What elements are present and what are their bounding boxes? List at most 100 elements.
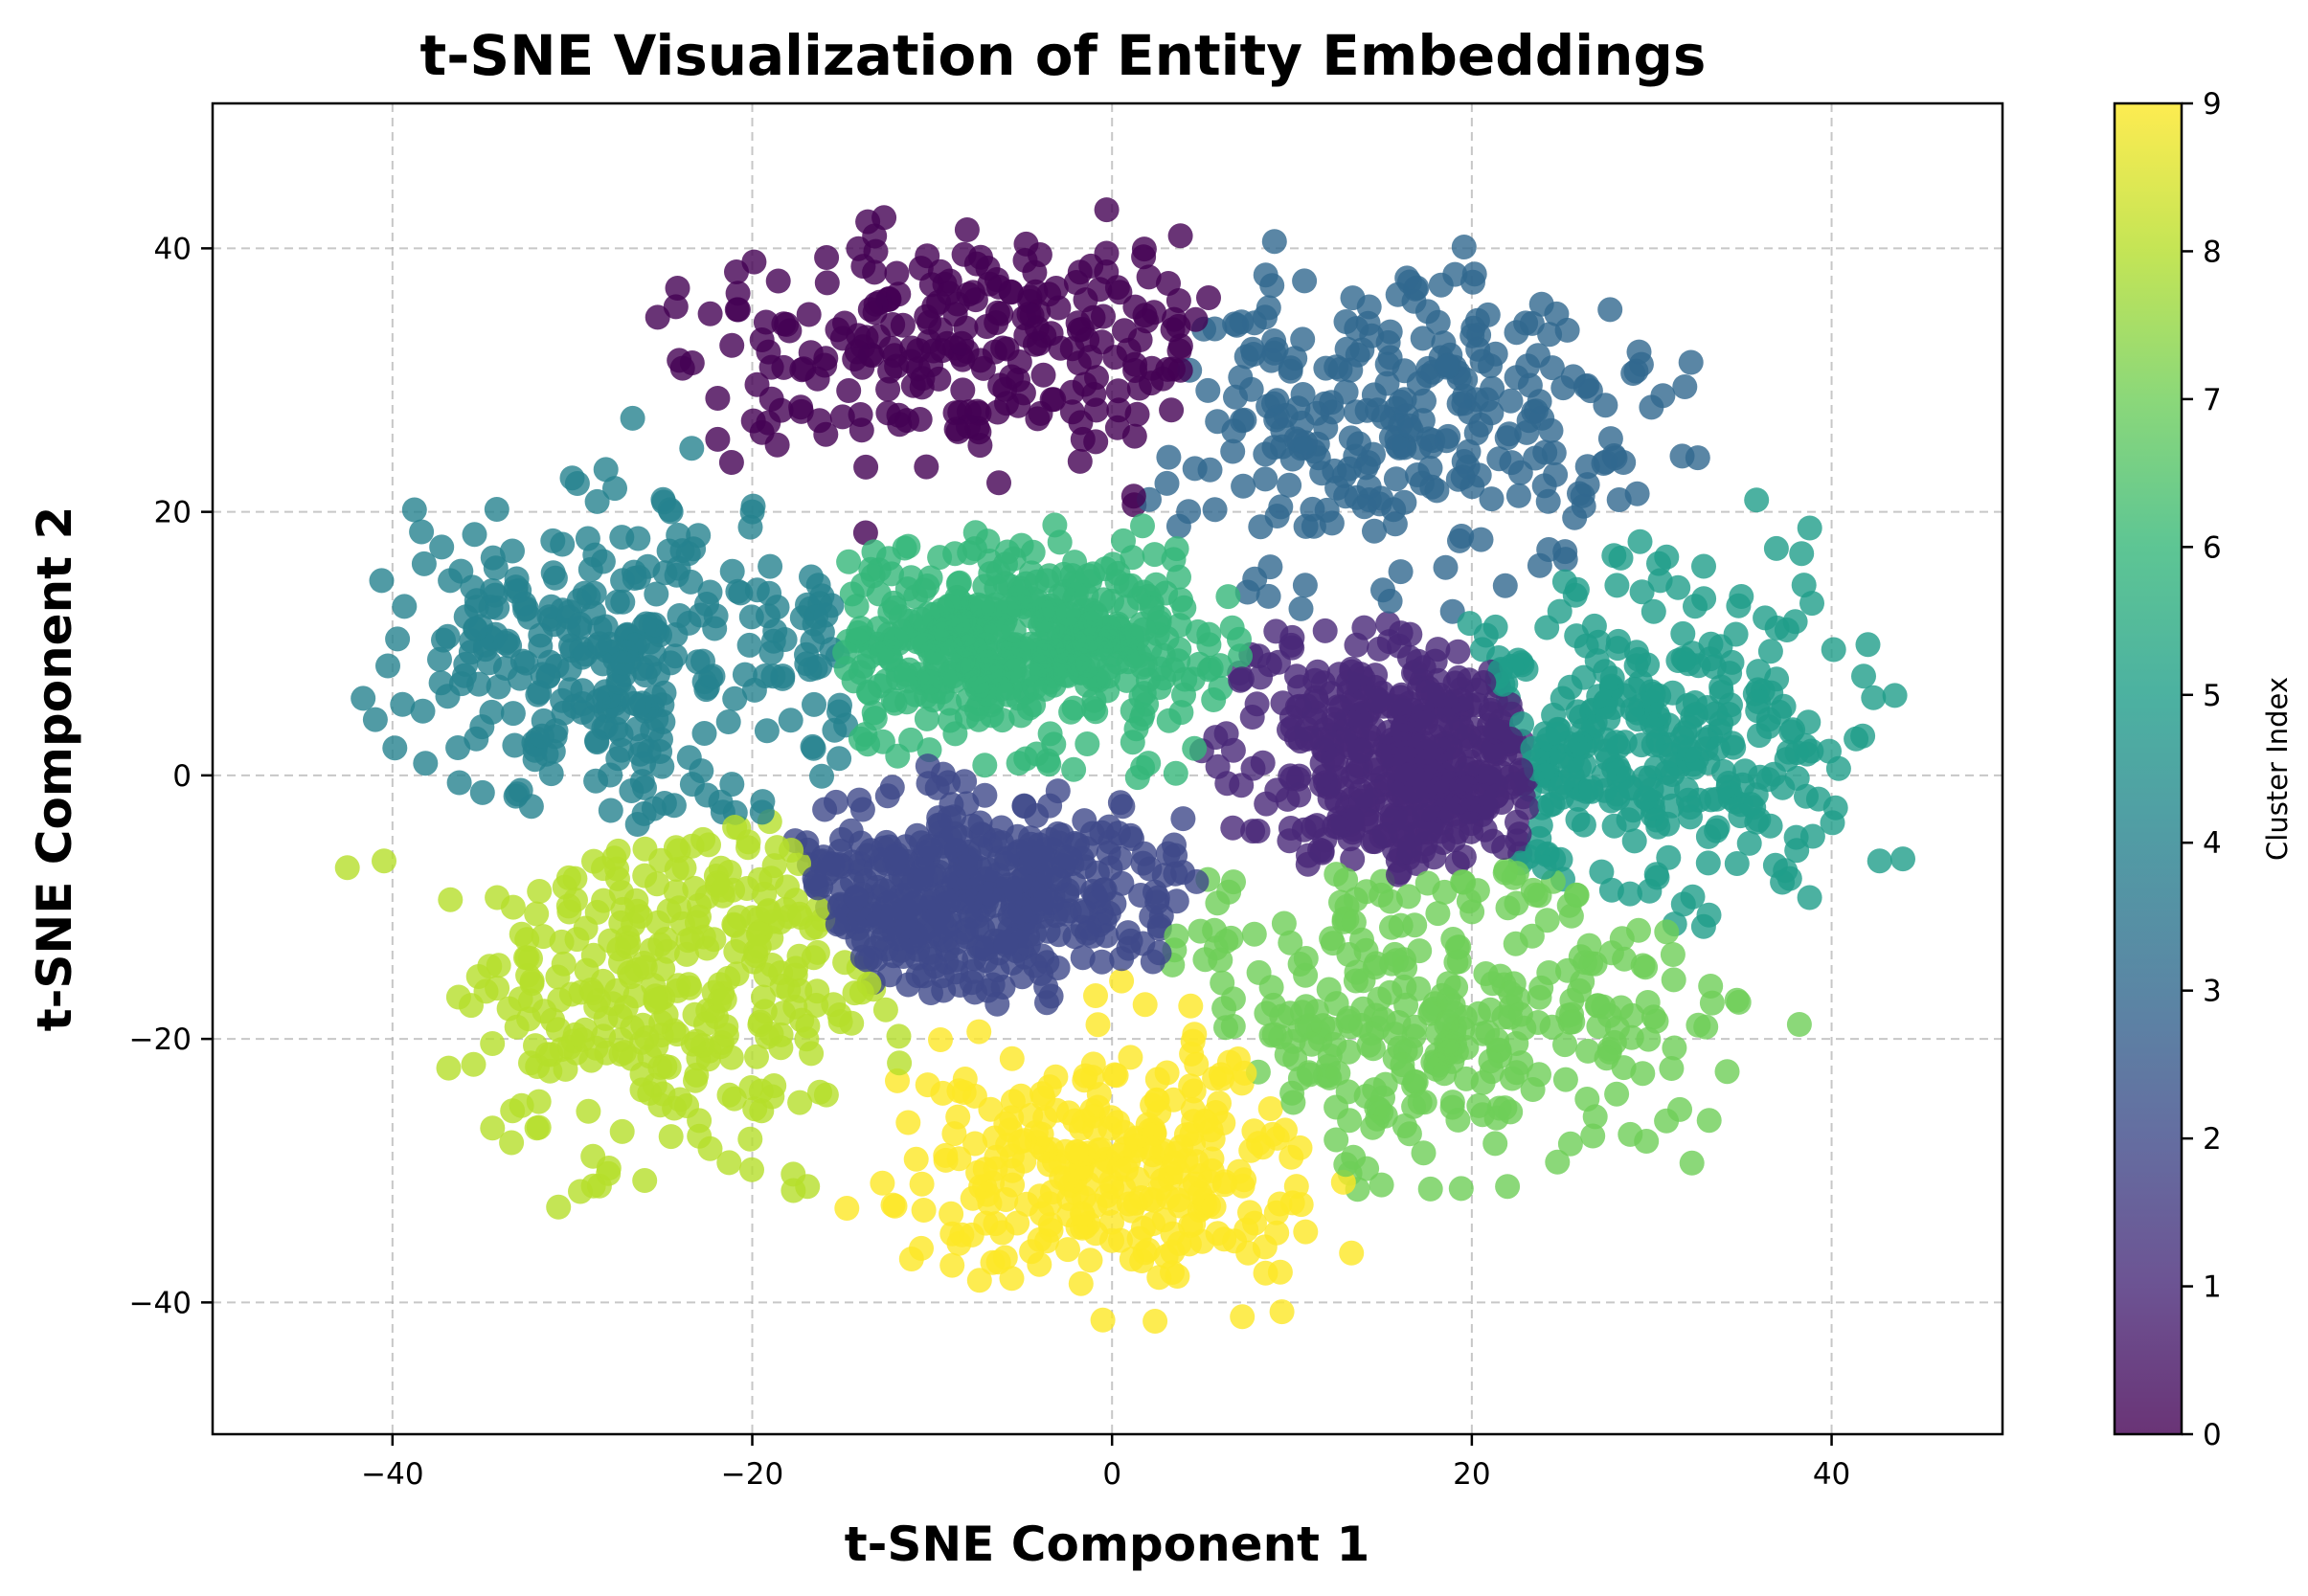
scatter-point-cluster-1 — [1351, 615, 1377, 641]
scatter-point-cluster-5 — [1691, 553, 1716, 579]
scatter-point-cluster-5 — [1697, 646, 1723, 672]
scatter-point-cluster-0 — [1066, 350, 1092, 376]
scatter-point-cluster-7 — [1271, 910, 1297, 936]
scatter-point-cluster-3 — [1424, 478, 1450, 504]
scatter-point-cluster-4 — [598, 798, 623, 823]
scatter-point-cluster-1 — [1385, 782, 1411, 807]
scatter-point-cluster-9 — [1165, 1187, 1191, 1213]
scatter-point-cluster-4 — [651, 680, 677, 706]
scatter-point-cluster-3 — [1377, 345, 1403, 371]
scatter-point-cluster-8 — [764, 835, 790, 861]
scatter-point-cluster-4 — [778, 708, 803, 733]
scatter-point-cluster-5 — [1660, 680, 1686, 706]
scatter-point-cluster-4 — [610, 650, 635, 676]
scatter-point-cluster-8 — [634, 1025, 660, 1050]
scatter-point-cluster-2 — [1089, 949, 1115, 975]
colorbar-gradient — [2115, 103, 2182, 1434]
scatter-point-cluster-4 — [708, 789, 734, 815]
scatter-point-cluster-6 — [942, 721, 968, 747]
scatter-point-cluster-2 — [1170, 806, 1196, 832]
scatter-point-cluster-6 — [1119, 622, 1144, 648]
scatter-point-cluster-0 — [914, 454, 939, 480]
scatter-point-cluster-3 — [1165, 513, 1191, 539]
scatter-point-cluster-9 — [1181, 1078, 1207, 1104]
scatter-point-cluster-9 — [1007, 1129, 1032, 1155]
scatter-point-cluster-9 — [1264, 1220, 1290, 1246]
scatter-point-cluster-9 — [1077, 1248, 1103, 1273]
scatter-point-cluster-6 — [1111, 528, 1136, 553]
scatter-point-cluster-0 — [945, 418, 971, 444]
scatter-point-cluster-8 — [473, 978, 499, 1004]
scatter-point-cluster-7 — [1534, 908, 1560, 933]
scatter-point-cluster-4 — [764, 595, 790, 620]
scatter-point-cluster-6 — [1201, 687, 1227, 712]
scatter-point-cluster-8 — [665, 1022, 690, 1047]
scatter-point-cluster-7 — [1473, 961, 1499, 986]
scatter-point-cluster-4 — [719, 772, 745, 798]
scatter-point-cluster-1 — [1389, 682, 1414, 708]
scatter-point-cluster-1 — [1339, 656, 1365, 682]
scatter-point-cluster-9 — [1109, 968, 1135, 994]
scatter-point-cluster-0 — [796, 302, 822, 327]
scatter-point-cluster-0 — [725, 281, 751, 306]
scatter-point-cluster-4 — [410, 698, 436, 724]
scatter-point-cluster-3 — [1431, 330, 1457, 356]
scatter-point-cluster-0 — [697, 301, 723, 326]
scatter-point-cluster-0 — [1030, 362, 1056, 388]
scatter-point-cluster-0 — [949, 330, 975, 356]
scatter-point-cluster-6 — [860, 563, 886, 589]
scatter-point-cluster-0 — [1167, 357, 1193, 383]
scatter-point-cluster-8 — [578, 1047, 604, 1073]
scatter-point-cluster-3 — [1231, 473, 1256, 499]
scatter-point-cluster-8 — [759, 1084, 785, 1110]
scatter-point-cluster-4 — [556, 656, 582, 682]
scatter-point-cluster-5 — [1457, 611, 1482, 637]
colorbar-tick-label: 2 — [2203, 1122, 2222, 1157]
scatter-point-cluster-2 — [875, 890, 901, 916]
x-tick-label: 20 — [1453, 1457, 1490, 1492]
scatter-point-cluster-2 — [915, 753, 940, 779]
scatter-point-cluster-8 — [693, 1011, 718, 1037]
scatter-point-cluster-4 — [463, 616, 488, 641]
scatter-point-cluster-5 — [1589, 859, 1615, 885]
scatter-point-cluster-0 — [1131, 244, 1157, 270]
scatter-point-cluster-4 — [620, 405, 645, 431]
scatter-point-cluster-4 — [649, 753, 675, 779]
scatter-point-cluster-2 — [926, 805, 952, 831]
scatter-point-cluster-3 — [1182, 456, 1208, 482]
colorbar-ticks: 0 1 2 3 4 5 6 7 8 9 — [2182, 87, 2222, 1452]
scatter-point-cluster-5 — [1726, 593, 1752, 618]
scatter-point-cluster-6 — [1168, 587, 1193, 613]
scatter-point-cluster-3 — [1234, 579, 1260, 605]
colorbar-tick-label: 0 — [2203, 1418, 2222, 1452]
scatter-point-cluster-3 — [1465, 336, 1491, 362]
scatter-point-cluster-7 — [1293, 962, 1319, 988]
scatter-point-cluster-7 — [1696, 1108, 1722, 1134]
y-tick-label: −40 — [129, 1286, 192, 1320]
scatter-point-cluster-4 — [390, 691, 416, 717]
scatter-point-cluster-1 — [1471, 670, 1497, 695]
scatter-point-cluster-9 — [882, 1193, 908, 1219]
scatter-point-cluster-6 — [1161, 547, 1187, 573]
y-tick-label: 20 — [154, 496, 192, 530]
scatter-point-cluster-5 — [1797, 515, 1822, 541]
scatter-point-cluster-7 — [1724, 987, 1750, 1013]
scatter-point-cluster-6 — [879, 561, 904, 587]
scatter-point-cluster-5 — [1763, 535, 1789, 561]
scatter-point-cluster-8 — [679, 926, 705, 952]
scatter-point-cluster-3 — [1552, 539, 1578, 565]
scatter-point-cluster-8 — [605, 865, 630, 891]
scatter-point-cluster-4 — [581, 580, 607, 606]
scatter-point-cluster-3 — [1344, 316, 1369, 342]
scatter-point-cluster-9 — [1230, 1304, 1256, 1330]
scatter-point-cluster-8 — [671, 855, 697, 881]
scatter-point-cluster-3 — [1333, 379, 1359, 405]
scatter-point-cluster-5 — [1629, 579, 1655, 605]
scatter-point-cluster-3 — [1479, 486, 1505, 512]
scatter-point-cluster-7 — [1527, 1062, 1551, 1088]
scatter-point-cluster-2 — [886, 919, 912, 945]
scatter-point-cluster-6 — [892, 535, 917, 561]
scatter-point-cluster-7 — [1258, 1023, 1284, 1048]
scatter-point-cluster-3 — [1514, 419, 1540, 445]
scatter-point-cluster-6 — [870, 729, 895, 754]
